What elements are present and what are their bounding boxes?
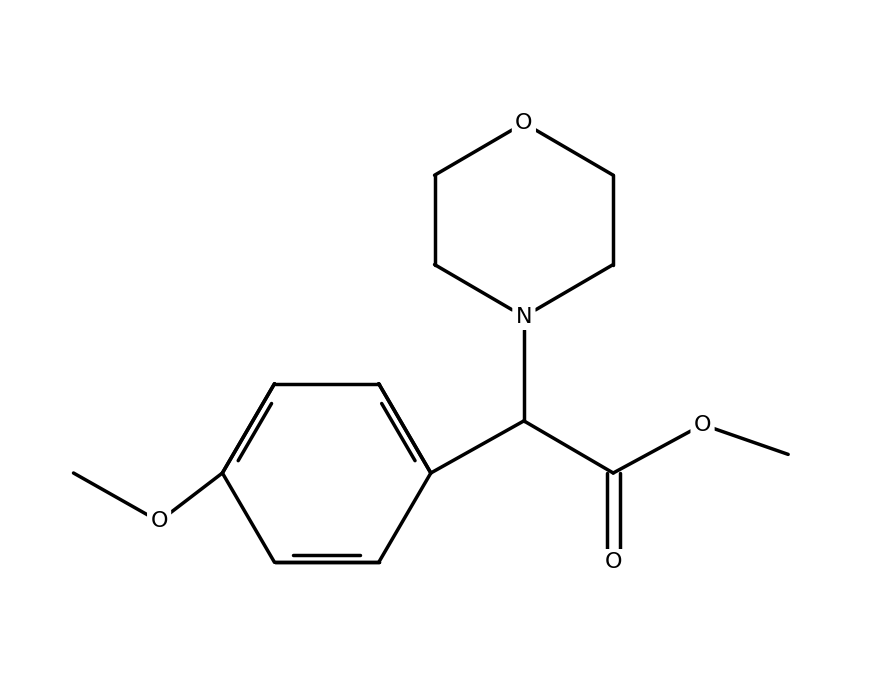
- Text: O: O: [694, 415, 712, 435]
- Text: O: O: [515, 113, 533, 133]
- Text: N: N: [515, 306, 532, 327]
- Text: O: O: [150, 511, 168, 532]
- Text: O: O: [605, 553, 622, 572]
